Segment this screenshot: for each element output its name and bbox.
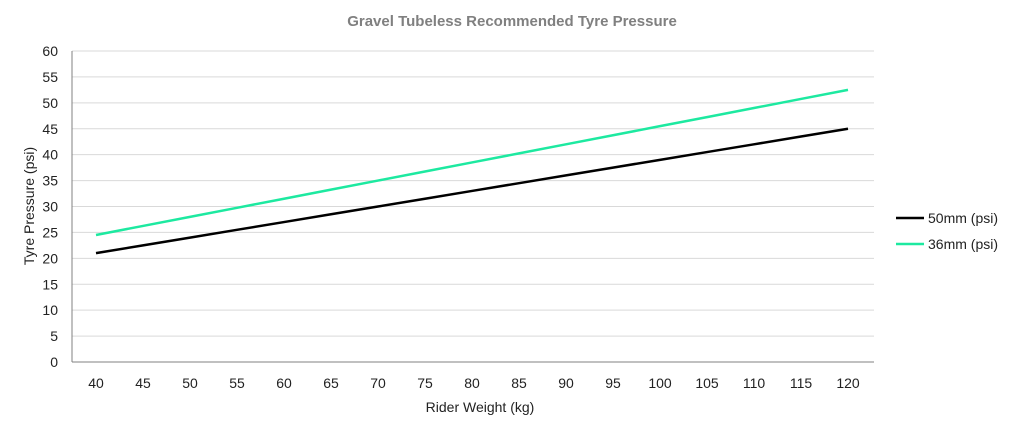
x-tick-label: 60 xyxy=(276,375,292,391)
x-tick-label: 50 xyxy=(182,375,198,391)
series-line-36mm xyxy=(95,88,849,237)
x-tick-label: 120 xyxy=(836,375,860,391)
x-tick-label: 40 xyxy=(88,375,104,391)
x-tick-label: 70 xyxy=(370,375,386,391)
y-tick-label: 10 xyxy=(42,302,58,318)
legend-label: 50mm (psi) xyxy=(928,210,998,226)
y-tick-label: 0 xyxy=(50,354,58,370)
y-tick-label: 55 xyxy=(42,69,58,85)
gridlines xyxy=(72,50,874,337)
y-tick-label: 45 xyxy=(42,121,58,137)
series-line-50mm xyxy=(95,127,849,255)
x-tick-label: 55 xyxy=(229,375,245,391)
y-tick-label: 40 xyxy=(42,147,58,163)
x-tick-label: 115 xyxy=(790,375,813,391)
x-tick-label: 75 xyxy=(417,375,433,391)
y-tick-label: 5 xyxy=(50,328,58,344)
series-lines xyxy=(95,88,849,255)
x-axis-label: Rider Weight (kg) xyxy=(426,399,535,415)
y-tick-label: 20 xyxy=(42,250,58,266)
x-tick-label: 95 xyxy=(605,375,621,391)
x-tick-label: 90 xyxy=(558,375,574,391)
x-tick-label: 45 xyxy=(135,375,151,391)
chart-title: Gravel Tubeless Recommended Tyre Pressur… xyxy=(347,13,677,30)
x-tick-labels: 40 45 50 55 60 65 70 75 80 85 90 95 100 105 110 115 120 xyxy=(88,375,860,391)
x-tick-label: 80 xyxy=(464,375,480,391)
y-tick-label: 30 xyxy=(42,199,58,215)
legend-label: 36mm (psi) xyxy=(928,236,998,252)
y-tick-label: 35 xyxy=(42,173,58,189)
y-tick-label: 60 xyxy=(42,43,58,59)
x-tick-label: 65 xyxy=(323,375,339,391)
x-tick-label: 100 xyxy=(648,375,672,391)
legend: 50mm (psi) 36mm (psi) xyxy=(896,210,998,252)
y-tick-label: 50 xyxy=(42,95,58,111)
axes xyxy=(71,51,874,363)
y-tick-label: 25 xyxy=(42,224,58,240)
y-axis-label: Tyre Pressure (psi) xyxy=(21,147,37,265)
y-tick-label: 15 xyxy=(42,276,58,292)
x-tick-label: 85 xyxy=(511,375,527,391)
x-tick-label: 110 xyxy=(743,375,766,391)
y-tick-labels: 0 5 10 15 20 25 30 35 40 45 50 55 60 xyxy=(42,43,58,370)
x-tick-label: 105 xyxy=(695,375,719,391)
